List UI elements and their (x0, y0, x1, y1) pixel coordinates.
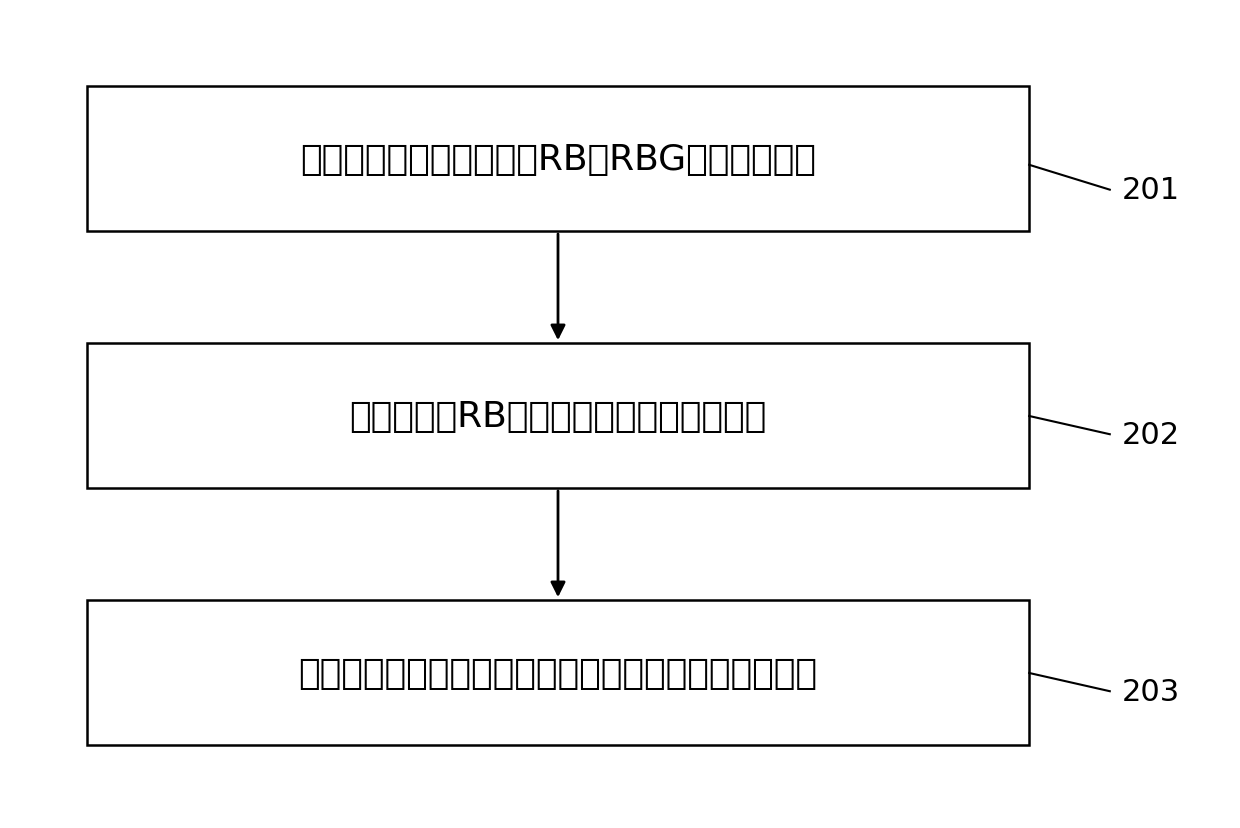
Text: 203: 203 (1122, 677, 1180, 705)
Text: 基站根据所述奇异值分解的结果计算权值相位修正因子: 基站根据所述奇异值分解的结果计算权值相位修正因子 (299, 656, 817, 690)
Text: 201: 201 (1122, 176, 1180, 205)
Text: 基站对调度RB的信道均值进行奇异值分解: 基站对调度RB的信道均值进行奇异值分解 (350, 399, 766, 433)
Text: 202: 202 (1122, 421, 1180, 449)
Bar (87, 87, 1029, 232)
Bar (87, 600, 1029, 745)
Bar (87, 344, 1029, 489)
Text: 基站对获得的下行信道按RB或RBG计算信道均值: 基站对获得的下行信道按RB或RBG计算信道均值 (300, 142, 816, 176)
